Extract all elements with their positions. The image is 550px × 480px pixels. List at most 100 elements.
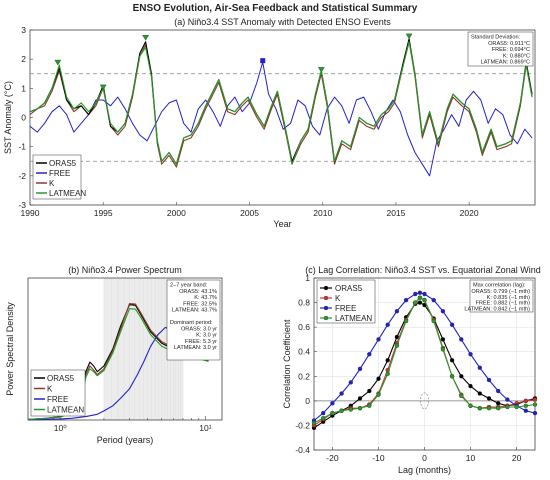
panel-c-xlabel: Lag (months): [398, 465, 451, 475]
data-point-free: [505, 397, 510, 402]
data-point-oras5: [417, 300, 423, 305]
data-point-free: [459, 337, 464, 342]
spectrum-stats-box: [166, 279, 221, 361]
data-point-oras5: [376, 376, 381, 381]
x-tick-label: 20: [512, 453, 522, 463]
x-tick-label: -20: [326, 453, 339, 463]
data-point-latmean: [505, 404, 510, 410]
data-point-oras5: [459, 374, 464, 379]
data-point-latmean: [348, 407, 353, 412]
panel-b-frame: [27, 277, 223, 421]
dominant-line: ORAS5: 3.0 yr: [181, 327, 217, 333]
data-point-free: [422, 291, 427, 297]
std-dev-line: K: 0.880°C: [503, 53, 530, 59]
dominant-title: Dominant period:: [170, 320, 213, 326]
legend-label-k: K: [49, 179, 55, 188]
data-point-free: [367, 352, 372, 357]
legend-label-latmean: LATMEAN: [335, 314, 372, 323]
band-title: 2–7 year band:: [170, 283, 208, 289]
series-line-latmean: [29, 41, 533, 165]
data-point-latmean: [339, 408, 344, 413]
panel-a-xlabel: Year: [273, 219, 291, 229]
y-tick-label: -0.2: [295, 420, 310, 430]
data-point-k: [532, 397, 538, 402]
data-point-oras5: [367, 388, 372, 394]
data-point-free: [440, 309, 446, 314]
y-tick-label: 0.6: [298, 322, 310, 332]
max-corr-line: LATMEAN: 0.842 (−1 mth): [464, 306, 530, 312]
max-corr-line: FREE: 0.882 (−1 mth): [475, 301, 530, 307]
y-tick-label: 0.4: [298, 347, 310, 357]
x-tick-label: 2000: [167, 208, 186, 218]
dominant-line: K: 3.0 yr: [196, 333, 217, 339]
data-point-latmean: [459, 393, 464, 399]
data-point-latmean: [449, 374, 455, 379]
y-tick-label: -3: [18, 200, 26, 210]
data-point-free: [376, 337, 381, 342]
x-tick-label: 10: [466, 453, 476, 463]
x-tick-label: 1990: [21, 208, 40, 218]
y-tick-label: 0: [305, 396, 310, 406]
data-point-free: [532, 410, 538, 416]
data-point-latmean: [367, 403, 372, 408]
series-line-free: [29, 61, 533, 177]
data-point-latmean: [468, 403, 473, 408]
max-corr-line: K: 0.835 (−1 mth): [487, 295, 531, 301]
data-point-latmean: [321, 415, 326, 421]
data-point-latmean: [357, 406, 363, 411]
panel-c: (c) Lag Correlation: Niño3.4 SST vs. Equ…: [282, 265, 541, 475]
enso-event-marker: [142, 35, 149, 41]
panel-a: (a) Niño3.4 SST Anomaly with Detected EN…: [3, 17, 536, 229]
data-point-free: [468, 352, 473, 357]
data-point-latmean: [440, 347, 446, 352]
legend-label-free: FREE: [47, 395, 68, 404]
data-point-latmean: [394, 343, 400, 348]
data-point-oras5: [449, 358, 455, 363]
legend-marker-latmean: [323, 315, 329, 321]
x-tick-label: 2015: [386, 208, 405, 218]
y-tick-label: 1: [21, 83, 26, 93]
panel-b-xlabel: Period (years): [97, 435, 154, 445]
std-dev-title: Standard Deviation:: [471, 35, 521, 41]
data-point-free: [330, 401, 335, 406]
data-point-latmean: [523, 403, 528, 408]
data-point-free: [413, 291, 418, 297]
legend-label-k: K: [47, 385, 53, 394]
y-tick-label: 3: [21, 25, 26, 35]
enso-event-marker: [54, 59, 62, 66]
band-line: ORAS5: 43.1%: [179, 289, 217, 295]
y-tick-label: -0.4: [295, 445, 310, 455]
panel-b-legend: [30, 369, 86, 417]
enso-event-marker: [99, 84, 107, 91]
data-point-free: [496, 388, 501, 394]
data-point-latmean: [477, 406, 482, 411]
y-tick-label: 1: [305, 273, 310, 283]
data-point-oras5: [357, 396, 363, 401]
data-point-oras5: [385, 358, 390, 363]
legend-marker-oras5: [323, 285, 329, 291]
data-point-free: [321, 410, 326, 416]
data-point-free: [385, 322, 390, 327]
panel-a-ylabel: SST Anomaly (°C): [3, 81, 13, 154]
x-tick-label: 2005: [240, 208, 259, 218]
std-dev-line: FREE: 0.694°C: [492, 47, 530, 53]
data-point-latmean: [514, 404, 519, 410]
legend-marker-free: [323, 305, 329, 311]
data-point-oras5: [477, 391, 482, 396]
y-tick-label: -1: [18, 142, 26, 152]
series-line-k: [29, 41, 533, 168]
data-point-free: [449, 322, 455, 327]
data-point-latmean: [385, 371, 390, 376]
data-point-free: [477, 365, 482, 370]
data-point-k: [523, 398, 528, 404]
panel-a-title: (a) Niño3.4 SST Anomaly with Detected EN…: [174, 17, 391, 27]
legend-label-latmean: LATMEAN: [49, 189, 86, 198]
x-tick-label: 1995: [94, 208, 113, 218]
data-point-latmean: [496, 406, 501, 411]
data-point-free: [486, 377, 492, 383]
data-point-oras5: [468, 383, 473, 389]
std-dev-line: ORAS5: 0.911°C: [488, 41, 530, 47]
dominant-line: LATMEAN: 3.0 yr: [174, 345, 217, 351]
x-tick-label: 2010: [313, 208, 332, 218]
